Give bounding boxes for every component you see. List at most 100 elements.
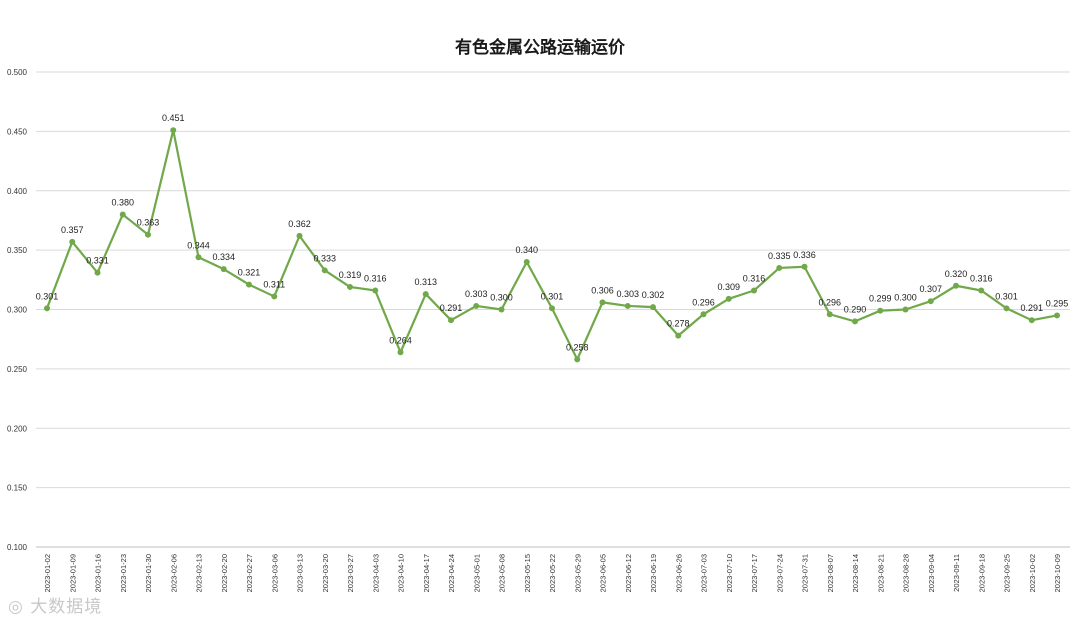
y-tick-label: 0.150 <box>7 484 28 493</box>
data-point <box>1003 305 1010 312</box>
watermark-logo: ◎ 大数据境 <box>8 597 103 617</box>
x-tick-label: 2023-08-07 <box>826 554 835 592</box>
data-point <box>94 269 101 276</box>
x-tick-label: 2023-03-06 <box>270 554 279 592</box>
y-tick-label: 0.450 <box>7 127 28 136</box>
x-tick-label: 2023-02-20 <box>220 554 229 592</box>
data-point <box>624 302 631 309</box>
data-label: 0.336 <box>793 250 816 260</box>
x-tick-label: 2023-04-10 <box>397 554 406 592</box>
y-tick-label: 0.350 <box>7 246 28 255</box>
data-point <box>927 298 934 305</box>
x-tick-label: 2023-10-09 <box>1053 554 1062 592</box>
data-label: 0.301 <box>541 291 564 301</box>
data-label: 0.307 <box>919 284 942 294</box>
data-point <box>69 238 76 245</box>
data-label: 0.258 <box>566 342 589 352</box>
x-tick-label: 2023-08-14 <box>851 554 860 592</box>
data-label: 0.333 <box>313 253 336 263</box>
x-tick-label: 2023-06-26 <box>674 554 683 592</box>
data-point <box>1028 317 1035 324</box>
data-label: 0.451 <box>162 113 185 123</box>
data-point <box>145 231 151 238</box>
x-tick-label: 2023-03-20 <box>321 554 330 592</box>
x-tick-label: 2023-05-29 <box>573 554 582 592</box>
data-label: 0.301 <box>36 291 59 301</box>
y-axis-ticks: 0.100 0.150 0.200 0.250 0.300 0.350 0.400 0.450… <box>7 68 28 552</box>
data-label: 0.319 <box>339 270 362 280</box>
data-point <box>574 356 581 363</box>
data-label: 0.295 <box>1046 298 1069 308</box>
data-label: 0.291 <box>440 303 463 313</box>
data-label: 0.335 <box>768 251 791 261</box>
data-label: 0.316 <box>743 274 766 284</box>
x-tick-label: 2023-07-24 <box>775 554 784 592</box>
data-point <box>700 311 707 318</box>
x-tick-label: 2023-02-06 <box>169 554 178 592</box>
data-point <box>725 295 732 302</box>
data-label: 0.299 <box>869 294 892 304</box>
data-label: 0.380 <box>111 198 134 208</box>
data-label: 0.291 <box>1020 303 1043 313</box>
data-point <box>877 307 884 314</box>
data-label: 0.303 <box>616 289 639 299</box>
data-point <box>498 306 505 313</box>
x-tick-label: 2023-02-27 <box>245 554 254 592</box>
data-point <box>246 281 252 288</box>
data-label: 0.300 <box>894 293 917 303</box>
data-point <box>271 293 278 300</box>
chart-title: 有色金属公路运输运价 <box>455 38 625 58</box>
x-tick-label: 2023-09-11 <box>952 554 961 592</box>
data-label: 0.321 <box>238 268 261 278</box>
data-point <box>852 318 858 325</box>
x-tick-label: 2023-07-17 <box>750 554 759 592</box>
x-tick-label: 2023-09-04 <box>927 554 936 592</box>
data-label: 0.313 <box>414 277 437 287</box>
x-tick-label: 2023-01-30 <box>144 554 153 592</box>
x-tick-label: 2023-04-17 <box>422 554 431 592</box>
data-label: 0.306 <box>591 285 614 295</box>
data-point <box>978 287 985 294</box>
x-tick-label: 2023-07-10 <box>725 554 734 592</box>
x-tick-label: 2023-08-28 <box>902 554 911 592</box>
y-tick-label: 0.500 <box>7 68 28 77</box>
data-point <box>321 267 328 274</box>
data-label: 0.290 <box>844 304 867 314</box>
x-tick-label: 2023-06-12 <box>624 554 633 592</box>
y-tick-label: 0.300 <box>7 306 28 315</box>
data-point <box>1054 312 1060 319</box>
data-point <box>220 266 227 273</box>
data-point <box>826 311 833 318</box>
data-label: 0.363 <box>137 218 160 228</box>
data-point <box>953 282 959 289</box>
data-label: 0.296 <box>818 297 841 307</box>
x-tick-label: 2023-05-01 <box>472 554 481 592</box>
data-point <box>397 349 404 356</box>
data-label: 0.301 <box>995 291 1018 301</box>
x-tick-label: 2023-07-03 <box>700 554 709 592</box>
data-point <box>523 259 530 265</box>
data-point <box>448 317 454 324</box>
x-tick-label: 2023-09-18 <box>977 554 986 592</box>
data-point <box>296 232 303 239</box>
data-point <box>599 299 606 306</box>
x-tick-label: 2023-05-22 <box>548 554 557 592</box>
x-axis-ticks: 2023-01-02 2023-01-09 2023-01-16 2023-01-23… <box>43 554 1062 592</box>
x-tick-label: 2023-06-19 <box>649 554 658 592</box>
x-tick-label: 2023-03-13 <box>296 554 305 592</box>
data-point <box>776 264 783 271</box>
y-tick-label: 0.200 <box>7 424 28 433</box>
data-point <box>170 127 177 134</box>
data-label: 0.302 <box>642 290 665 300</box>
y-tick-label: 0.400 <box>7 187 28 196</box>
data-point <box>902 306 909 313</box>
x-tick-label: 2023-08-21 <box>876 554 885 592</box>
data-point <box>650 304 656 311</box>
data-label: 0.340 <box>515 245 538 255</box>
x-tick-label: 2023-02-13 <box>195 554 204 592</box>
data-label: 0.362 <box>288 219 311 229</box>
data-point <box>549 305 555 312</box>
x-tick-label: 2023-09-25 <box>1003 554 1012 592</box>
x-tick-label: 2023-07-31 <box>801 554 810 592</box>
